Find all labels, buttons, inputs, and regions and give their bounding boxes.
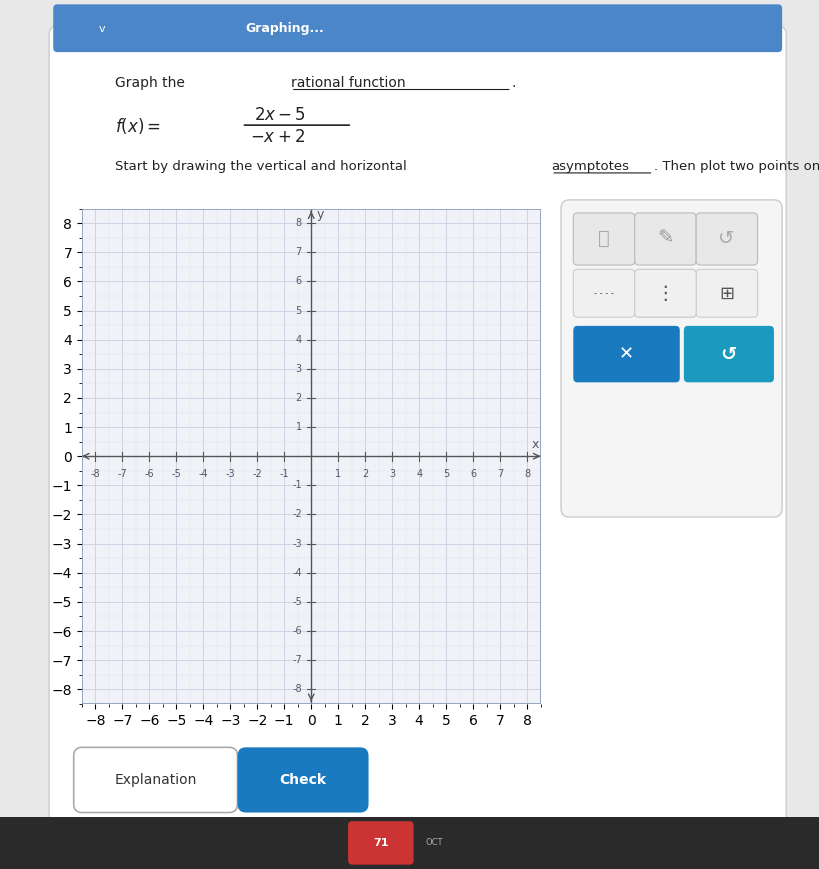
FancyBboxPatch shape <box>696 213 758 265</box>
Text: ⬜: ⬜ <box>598 229 609 248</box>
Text: ✎: ✎ <box>657 229 673 248</box>
FancyBboxPatch shape <box>561 200 782 517</box>
Text: 6: 6 <box>470 469 476 480</box>
Text: 2: 2 <box>362 469 369 480</box>
Text: 6: 6 <box>296 276 301 287</box>
Text: -7: -7 <box>292 655 301 665</box>
Text: -1: -1 <box>279 469 289 480</box>
Text: -8: -8 <box>292 684 301 694</box>
FancyBboxPatch shape <box>53 4 782 52</box>
FancyBboxPatch shape <box>49 26 786 843</box>
Text: 4: 4 <box>296 335 301 345</box>
Text: -6: -6 <box>144 469 154 480</box>
FancyBboxPatch shape <box>0 817 819 869</box>
Text: y: y <box>317 208 324 221</box>
Text: - - - -: - - - - <box>594 289 613 298</box>
Text: -3: -3 <box>292 539 301 548</box>
Text: OCT: OCT <box>425 839 443 847</box>
Text: Graph the: Graph the <box>115 76 189 90</box>
Text: 5: 5 <box>443 469 450 480</box>
Text: -1: -1 <box>292 481 301 490</box>
Text: x: x <box>532 438 539 451</box>
Text: 7: 7 <box>497 469 503 480</box>
Text: -5: -5 <box>292 597 301 607</box>
Text: ↺: ↺ <box>721 345 737 364</box>
Text: Check: Check <box>279 773 327 787</box>
FancyBboxPatch shape <box>238 747 369 813</box>
Text: 7: 7 <box>296 248 301 257</box>
FancyBboxPatch shape <box>635 269 696 317</box>
FancyBboxPatch shape <box>573 213 635 265</box>
Text: 8: 8 <box>296 218 301 229</box>
Text: 3: 3 <box>296 364 301 374</box>
Text: . Then plot two points on: . Then plot two points on <box>654 161 819 173</box>
FancyBboxPatch shape <box>684 326 774 382</box>
Text: ↺: ↺ <box>718 229 735 248</box>
FancyBboxPatch shape <box>573 326 680 382</box>
Text: -4: -4 <box>198 469 208 480</box>
Text: rational function: rational function <box>291 76 405 90</box>
Text: ✕: ✕ <box>619 346 634 363</box>
Text: 1: 1 <box>296 422 301 432</box>
Text: Start by drawing the vertical and horizontal: Start by drawing the vertical and horizo… <box>115 161 410 173</box>
Text: $-x+2$: $-x+2$ <box>250 129 305 146</box>
Text: ⋮: ⋮ <box>655 284 675 303</box>
Text: Explanation: Explanation <box>115 773 197 787</box>
FancyBboxPatch shape <box>635 269 696 317</box>
Text: 1: 1 <box>335 469 342 480</box>
Text: -3: -3 <box>225 469 235 480</box>
Text: Graphing...: Graphing... <box>246 23 324 35</box>
Text: -8: -8 <box>91 469 100 480</box>
Text: -2: -2 <box>292 509 301 520</box>
Text: $2x-5$: $2x-5$ <box>254 106 305 123</box>
FancyBboxPatch shape <box>635 213 696 265</box>
Text: 5: 5 <box>296 306 301 315</box>
FancyBboxPatch shape <box>696 269 758 317</box>
Text: 8: 8 <box>524 469 530 480</box>
Text: -6: -6 <box>292 626 301 636</box>
Text: 2: 2 <box>296 393 301 403</box>
Text: $f(x)=$: $f(x)=$ <box>115 116 161 136</box>
Text: v: v <box>98 23 105 34</box>
Text: -5: -5 <box>171 469 181 480</box>
Text: 71: 71 <box>373 838 388 848</box>
Text: 4: 4 <box>416 469 423 480</box>
FancyBboxPatch shape <box>74 747 238 813</box>
Text: 3: 3 <box>389 469 396 480</box>
Text: -2: -2 <box>252 469 262 480</box>
FancyBboxPatch shape <box>348 821 414 865</box>
FancyBboxPatch shape <box>573 269 635 317</box>
Text: -4: -4 <box>292 567 301 578</box>
Text: asymptotes: asymptotes <box>551 161 629 173</box>
Text: ⊞: ⊞ <box>719 285 734 302</box>
Text: .: . <box>512 76 516 90</box>
Text: -7: -7 <box>117 469 127 480</box>
